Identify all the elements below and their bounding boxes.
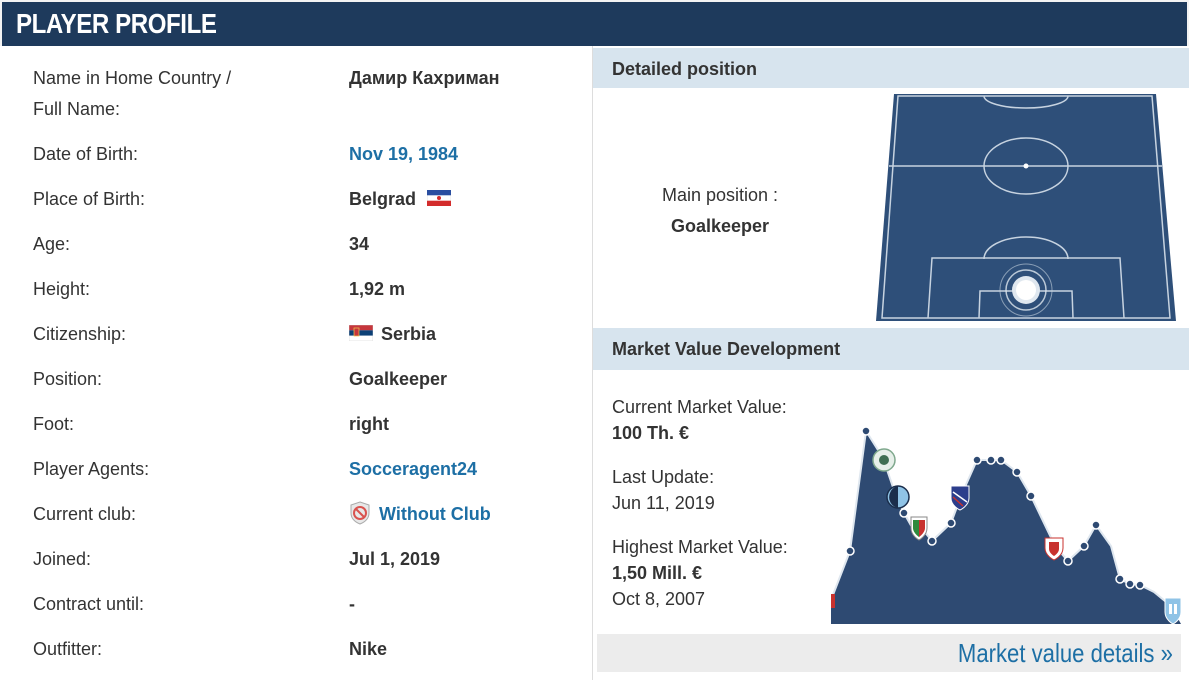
value-contract-until: - <box>349 594 355 614</box>
chart-point[interactable] <box>1026 491 1036 501</box>
label-foot: Foot: <box>33 414 75 434</box>
chart-point[interactable] <box>861 426 871 436</box>
value-height: 1,92 m <box>349 279 406 299</box>
page-title: PLAYER PROFILE <box>16 8 217 39</box>
chart-point[interactable] <box>1125 579 1135 589</box>
chart-point[interactable] <box>946 518 956 528</box>
highest-market-value-label: Highest Market Value: <box>612 537 788 557</box>
main-position-label: Main position : <box>661 185 779 205</box>
label-age: Age: <box>33 234 71 254</box>
label-current-club: Current club: <box>33 504 137 524</box>
label-full-name-1: Name in Home Country / <box>33 68 232 88</box>
value-age: 34 <box>349 234 370 254</box>
current-club-link[interactable]: Without Club <box>349 499 491 530</box>
last-update-label: Last Update: <box>612 467 715 487</box>
market-value-title: Market Value Development <box>612 339 841 359</box>
serbia-flag-icon <box>349 325 373 342</box>
player-agent-link[interactable]: Socceragent24 <box>349 459 478 479</box>
chart-point[interactable] <box>1079 541 1089 551</box>
label-joined: Joined: <box>33 549 92 569</box>
chart-point[interactable] <box>1012 467 1022 477</box>
market-value-chart[interactable] <box>831 418 1181 624</box>
club-crest-icon[interactable] <box>872 448 896 472</box>
club-crest-icon[interactable] <box>1044 537 1064 561</box>
market-value-header: Market Value Development <box>593 328 1189 370</box>
current-club-text: Without Club <box>379 504 491 524</box>
detailed-position-header: Detailed position <box>593 48 1189 90</box>
detailed-position-box: Main position : Goalkeeper <box>593 88 1189 324</box>
yugoslavia-flag-icon <box>427 190 452 207</box>
chart-point[interactable] <box>986 455 996 465</box>
profile-info-table: Name in Home Country / Full Name: Дамир … <box>0 46 593 680</box>
label-height: Height: <box>33 279 91 299</box>
label-full-name-2: Full Name: <box>33 99 121 119</box>
value-joined: Jul 1, 2019 <box>349 549 441 569</box>
label-position: Position: <box>33 369 103 389</box>
club-crest-icon[interactable] <box>886 485 910 509</box>
last-update-value: Jun 11, 2019 <box>612 493 715 513</box>
value-position: Goalkeeper <box>349 369 448 389</box>
date-of-birth-link[interactable]: Nov 19, 1984 <box>349 144 459 164</box>
detailed-position-title: Detailed position <box>612 59 758 79</box>
current-market-value: 100 Th. € <box>612 423 690 443</box>
highest-market-value-date: Oct 8, 2007 <box>612 589 706 609</box>
value-full-name: Дамир Кахриман <box>349 68 500 88</box>
right-panel: Detailed position Main position : Goalke… <box>593 46 1189 680</box>
value-foot: right <box>349 414 389 434</box>
market-value-details-link[interactable]: Market value details » <box>958 638 1173 668</box>
chart-point[interactable] <box>1091 520 1101 530</box>
pitch-diagram <box>876 94 1176 321</box>
place-of-birth-text: Belgrad <box>349 189 417 209</box>
label-date-of-birth: Date of Birth: <box>33 144 139 164</box>
chart-point[interactable] <box>845 546 855 556</box>
label-outfitter: Outfitter: <box>33 639 103 659</box>
market-value-area <box>831 431 1181 624</box>
chart-point[interactable] <box>996 455 1006 465</box>
current-market-value-label: Current Market Value: <box>612 397 787 417</box>
chart-point[interactable] <box>1115 574 1125 584</box>
label-contract-until: Contract until: <box>33 594 145 614</box>
chart-point[interactable] <box>927 536 937 546</box>
chart-point[interactable] <box>899 508 909 518</box>
no-club-icon <box>350 501 370 525</box>
profile-header: PLAYER PROFILE <box>2 2 1187 46</box>
market-value-details-bar: Market value details » <box>597 634 1181 672</box>
club-crest-icon[interactable] <box>910 516 928 541</box>
label-place-of-birth: Place of Birth: <box>33 189 146 209</box>
value-place-of-birth: Belgrad <box>349 184 452 215</box>
main-position-value: Goalkeeper <box>670 216 770 236</box>
chart-point[interactable] <box>972 455 982 465</box>
chart-point[interactable] <box>1063 556 1073 566</box>
label-citizenship: Citizenship: <box>33 324 127 344</box>
highest-market-value: 1,50 Mill. € <box>612 563 703 583</box>
chart-point[interactable] <box>1135 580 1145 590</box>
value-citizenship: Serbia <box>349 319 436 350</box>
value-outfitter: Nike <box>349 639 388 659</box>
citizenship-text: Serbia <box>381 324 437 344</box>
club-crest-icon[interactable] <box>950 485 970 511</box>
club-crest-icon[interactable] <box>831 594 835 608</box>
label-player-agents: Player Agents: <box>33 459 150 479</box>
